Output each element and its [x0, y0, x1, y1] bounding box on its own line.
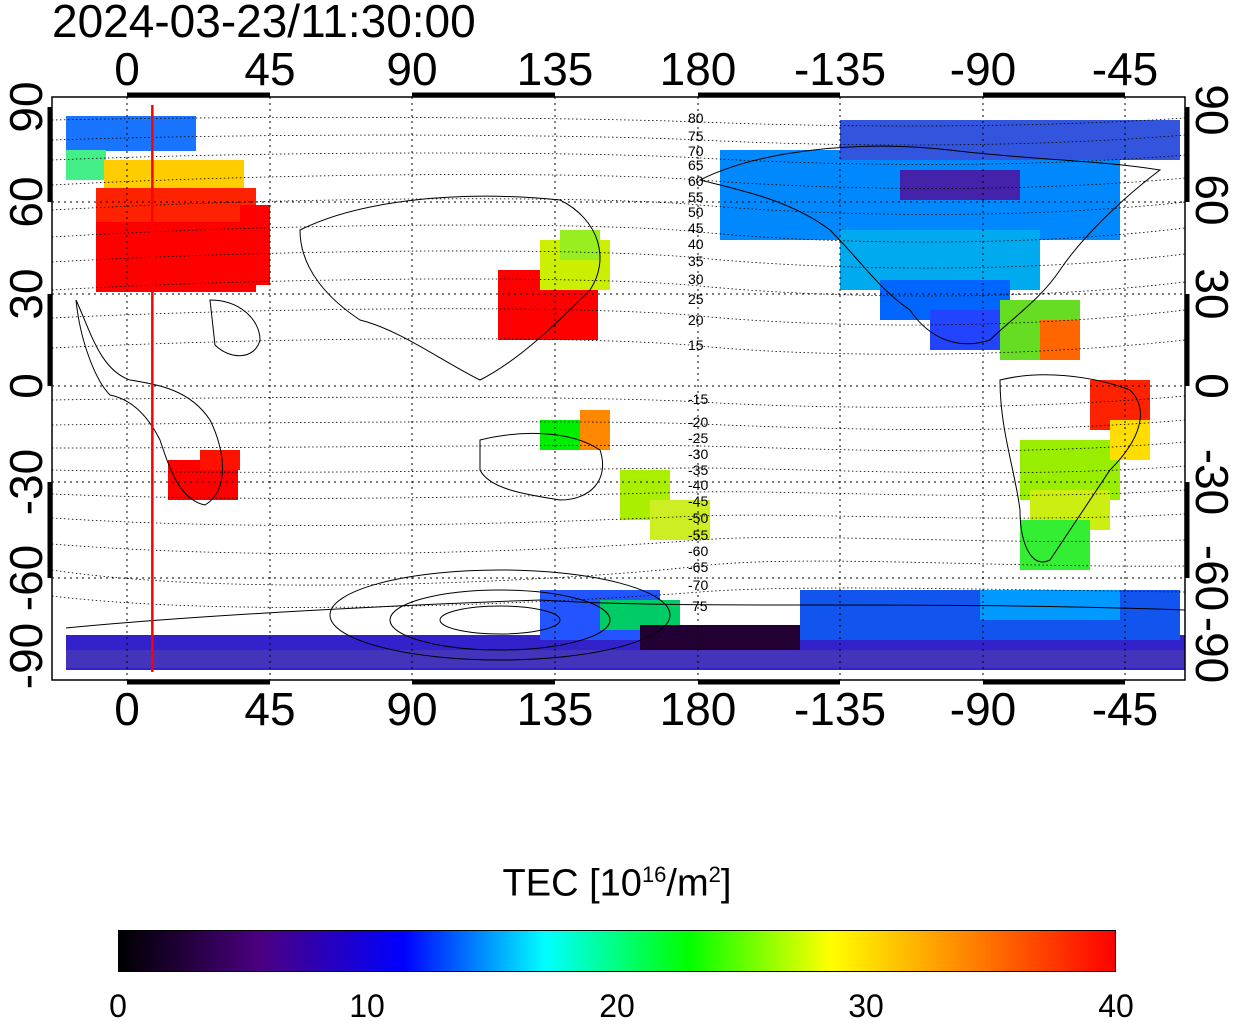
bottom-lon-tick-45: 45 — [244, 683, 296, 735]
contour-label-m20: -20 — [688, 414, 708, 430]
colorbar-tick-40: 40 — [1098, 988, 1134, 1024]
bottom-lon-tick-m90: -90 — [949, 683, 1017, 735]
colorbar-title: TEC [1016/m2] — [502, 862, 732, 905]
top-lon-tick-m135: -135 — [793, 43, 887, 95]
graticule-grid — [52, 97, 1185, 680]
timestamp-title: 2024-03-23/11:30:00 — [52, 0, 476, 47]
contour-label-55: 55 — [688, 189, 704, 205]
contour-label-m15: -15 — [688, 391, 708, 407]
contour-label-30: 30 — [688, 271, 704, 287]
contour-label-m25: -25 — [688, 430, 708, 446]
contour-label-m35: -35 — [688, 462, 708, 478]
coastlines — [65, 145, 1185, 629]
bottom-lon-tick-90: 90 — [386, 683, 438, 735]
contour-label-m50: -50 — [688, 510, 708, 526]
top-lon-tick-m45: -45 — [1091, 43, 1159, 95]
bottom-lon-tick-m135: -135 — [793, 683, 887, 735]
tec-world-map: 80 75 70 65 60 55 50 45 40 35 30 25 20 1… — [47, 92, 1190, 685]
contour-label-m40: -40 — [688, 477, 708, 493]
contour-label-25: 25 — [688, 291, 704, 307]
colorbar-tick-0: 0 — [109, 988, 127, 1024]
top-lon-tick-90: 90 — [386, 43, 438, 95]
magnetic-contours — [52, 116, 1185, 608]
contour-labels-north: 80 75 70 65 60 55 50 45 40 35 30 25 20 1… — [688, 110, 704, 353]
bottom-lon-tick-180: 180 — [659, 683, 737, 735]
contour-label-75: 75 — [688, 128, 704, 144]
contour-label-m65: -65 — [688, 559, 708, 575]
colorbar-tick-10: 10 — [349, 988, 385, 1024]
top-lon-tick-m90: -90 — [949, 43, 1017, 95]
contour-label-m55: -55 — [688, 527, 708, 543]
tec-data-patches — [66, 116, 1185, 670]
contour-label-80: 80 — [688, 110, 704, 126]
top-lon-tick-0: 0 — [114, 43, 140, 95]
contour-label-35: 35 — [688, 253, 704, 269]
contour-label-75-south: 75 — [692, 598, 708, 614]
map-frame — [51, 96, 1186, 681]
colorbar-tick-20: 20 — [599, 988, 635, 1024]
top-lon-tick-180: 180 — [659, 43, 737, 95]
contour-label-65: 65 — [688, 157, 704, 173]
bottom-lon-tick-135: 135 — [516, 683, 594, 735]
contour-label-40: 40 — [688, 236, 704, 252]
bottom-lon-tick-m45: -45 — [1091, 683, 1159, 735]
contour-label-45: 45 — [688, 220, 704, 236]
top-lon-tick-45: 45 — [244, 43, 296, 95]
contour-label-15: 15 — [688, 337, 704, 353]
top-lon-tick-135: 135 — [516, 43, 594, 95]
contour-label-70: 70 — [688, 143, 704, 159]
colorbar-tick-30: 30 — [848, 988, 884, 1024]
contour-label-m45: -45 — [688, 493, 708, 509]
south-pole-contours — [329, 569, 671, 661]
contour-label-50: 50 — [688, 204, 704, 220]
bottom-lon-tick-0: 0 — [114, 683, 140, 735]
contour-label-m70: -70 — [688, 577, 708, 593]
contour-label-20: 20 — [688, 312, 704, 328]
contour-label-m30: -30 — [688, 446, 708, 462]
tec-colorbar — [118, 930, 1116, 972]
contour-label-m60: -60 — [688, 543, 708, 559]
frame-tick-marks — [47, 92, 1190, 685]
contour-labels-south: -15 -20 -25 -30 -35 -40 -45 -50 -55 -60 … — [688, 391, 708, 614]
contour-label-60: 60 — [688, 173, 704, 189]
